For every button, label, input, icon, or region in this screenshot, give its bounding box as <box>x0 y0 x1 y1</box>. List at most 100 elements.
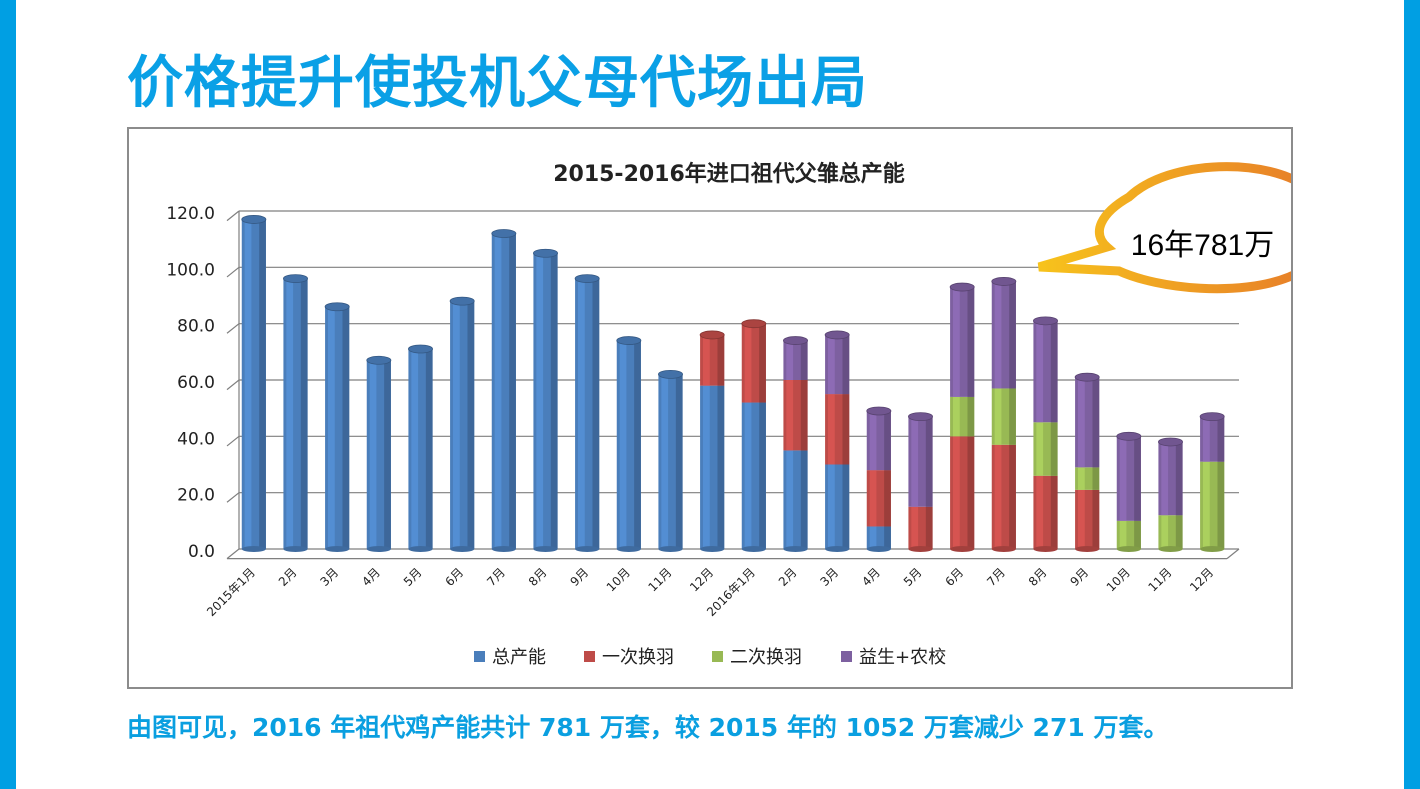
x-tick-label: 9月 <box>568 565 592 589</box>
bar-shadow <box>1175 515 1183 549</box>
bar-segment <box>700 385 725 552</box>
x-tick-label: 7月 <box>484 565 508 589</box>
bar-highlight <box>952 436 960 549</box>
bar-highlight <box>911 416 919 507</box>
bar-base <box>533 546 558 552</box>
bar-highlight <box>786 450 794 549</box>
legend-swatch <box>841 651 852 662</box>
bar-segment <box>449 296 475 552</box>
bar-highlight <box>744 402 752 549</box>
legend-item: 总产能 <box>474 647 546 668</box>
bar-highlight <box>494 233 502 549</box>
bar-top <box>658 369 683 379</box>
bar-highlight <box>869 470 877 527</box>
grid-lines <box>226 210 1240 560</box>
bar-segment <box>908 412 933 507</box>
bar-highlight <box>1036 475 1044 549</box>
bar-top <box>1158 437 1183 447</box>
x-tick-label: 4月 <box>859 565 883 589</box>
bar-highlight <box>869 410 877 471</box>
bar-shadow <box>925 506 933 549</box>
x-tick-label: 10月 <box>1104 565 1133 594</box>
x-tick-label: 10月 <box>604 565 633 594</box>
bar-highlight <box>1202 416 1210 462</box>
bar-highlight <box>994 444 1002 549</box>
bar-highlight <box>1077 489 1085 549</box>
bar-base <box>1200 546 1225 552</box>
bar-base <box>241 546 266 552</box>
bar-base <box>741 546 766 552</box>
y-tick-label: 60.0 <box>177 373 215 393</box>
bar-base <box>450 546 475 552</box>
bar-highlight <box>827 394 835 465</box>
bar-shadow <box>1217 461 1225 549</box>
bar-top <box>783 336 808 345</box>
right-accent-bar <box>1404 0 1420 789</box>
bar-shadow <box>1009 388 1016 445</box>
bar-segment <box>1033 475 1058 552</box>
bar-shadow <box>467 301 475 549</box>
bar-highlight <box>1077 467 1085 490</box>
gridline-depth <box>226 379 240 391</box>
bar-base <box>991 546 1016 552</box>
x-tick-label: 9月 <box>1068 565 1092 589</box>
bar-base <box>950 546 975 552</box>
x-tick-label: 2015年1月 <box>204 565 258 619</box>
callout-label: 16年781万 <box>1130 229 1275 262</box>
gridline-depth <box>226 323 240 334</box>
bar-base <box>1158 546 1183 552</box>
bar-top <box>1116 431 1142 441</box>
bar-segment <box>1116 520 1141 552</box>
bar-shadow <box>1092 377 1100 468</box>
bar-shadow <box>1009 281 1016 389</box>
x-tick-label: 6月 <box>943 565 967 589</box>
bar-segment <box>991 277 1017 389</box>
bar-highlight <box>952 396 960 437</box>
bar-highlight <box>1077 377 1085 468</box>
bar-highlight <box>619 340 627 549</box>
legend-label: 益生+农校 <box>859 647 946 668</box>
bar-segment <box>1074 372 1100 468</box>
bar-highlight <box>994 388 1002 445</box>
chart-svg: 2015-2016年进口祖代父雏总产能 0.0 20.0 40.0 60.0 80.0 1… <box>166 161 1291 668</box>
legend-swatch <box>712 651 723 662</box>
bar-segment <box>825 464 850 552</box>
bar-base <box>491 546 516 552</box>
bar-shadow <box>884 410 891 471</box>
bar-segment <box>741 319 767 403</box>
bar-shadow <box>592 278 600 549</box>
bar-segment <box>1075 467 1100 490</box>
bar-highlight <box>286 278 294 549</box>
x-axis-floor-edge <box>1226 548 1240 560</box>
y-tick-label: 40.0 <box>177 429 215 449</box>
bar-top <box>949 282 975 292</box>
bar-segment <box>241 215 267 552</box>
bar-shadow <box>1050 475 1058 549</box>
bar-shadow <box>259 219 266 549</box>
bar-segment <box>1200 461 1225 552</box>
bar-top <box>991 277 1017 286</box>
bar-segment <box>574 274 600 552</box>
bar-shadow <box>967 436 975 549</box>
bar-highlight <box>702 385 710 549</box>
bar-shadow <box>634 340 641 549</box>
bar-base <box>283 546 308 552</box>
bar-segment <box>1158 515 1183 552</box>
x-tick-label: 12月 <box>1187 565 1216 594</box>
bar-shadow <box>1050 422 1058 476</box>
bar-highlight <box>952 287 960 397</box>
bar-highlight <box>786 380 794 451</box>
bar-segment <box>283 274 308 552</box>
bar-shadow <box>759 402 766 549</box>
y-tick-label: 0.0 <box>188 542 215 562</box>
bar-highlight <box>702 334 710 386</box>
bar-highlight <box>786 340 794 380</box>
x-tick-label: 6月 <box>443 565 467 589</box>
legend-item: 二次换羽 <box>712 647 802 668</box>
bar-segment <box>783 450 808 552</box>
bar-segment <box>783 380 808 451</box>
bar-segment <box>1116 431 1142 521</box>
y-tick-label: 100.0 <box>166 260 215 280</box>
bar-segment <box>1075 489 1100 552</box>
